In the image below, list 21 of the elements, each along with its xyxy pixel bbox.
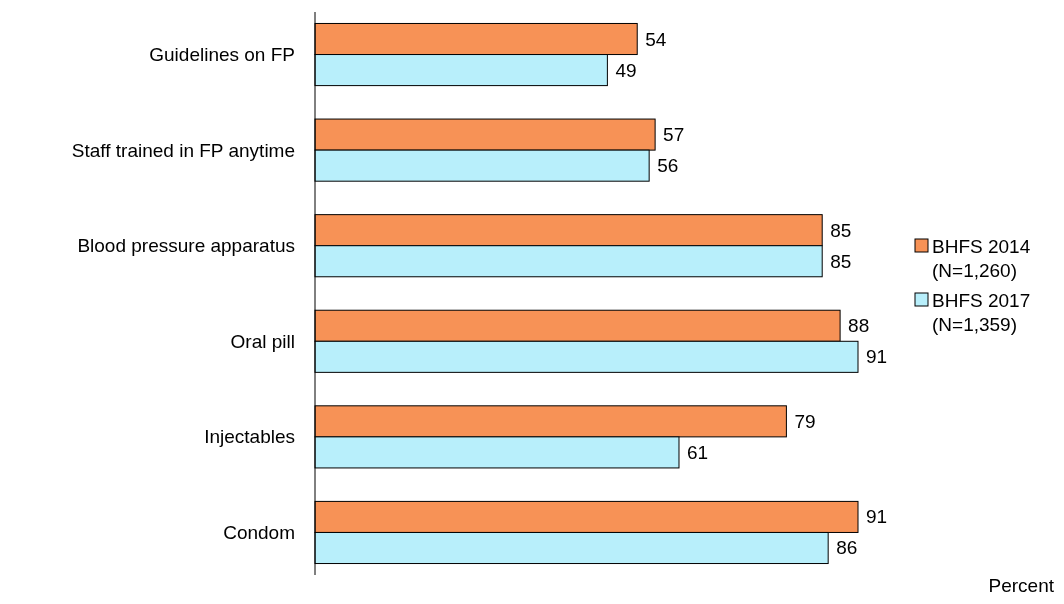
y-tick-label: Blood pressure apparatus (77, 235, 295, 257)
data-label: 85 (830, 250, 852, 272)
y-tick-label: Staff trained in FP anytime (71, 139, 295, 161)
data-label: 79 (794, 410, 816, 432)
data-label: 49 (615, 59, 637, 81)
data-label: 86 (836, 537, 858, 559)
legend-label: BHFS 2017 (N=1,359) (932, 289, 1031, 335)
data-label: 56 (657, 155, 679, 177)
data-label: 91 (866, 506, 888, 528)
data-label: 57 (663, 124, 685, 146)
y-tick-label: Condom (223, 521, 295, 543)
text: Percent (988, 575, 1055, 596)
y-tick-label: Oral pill (230, 330, 295, 352)
data-label: 88 (848, 315, 870, 337)
data-label: 85 (830, 219, 852, 241)
data-label: 54 (645, 28, 667, 50)
data-label: 91 (866, 346, 888, 368)
legend-label: BHFS 2014 (N=1,260) (932, 235, 1031, 281)
y-tick-label: Injectables (204, 426, 295, 448)
y-tick-label: Guidelines on FP (149, 44, 295, 66)
data-label: 61 (686, 441, 709, 463)
